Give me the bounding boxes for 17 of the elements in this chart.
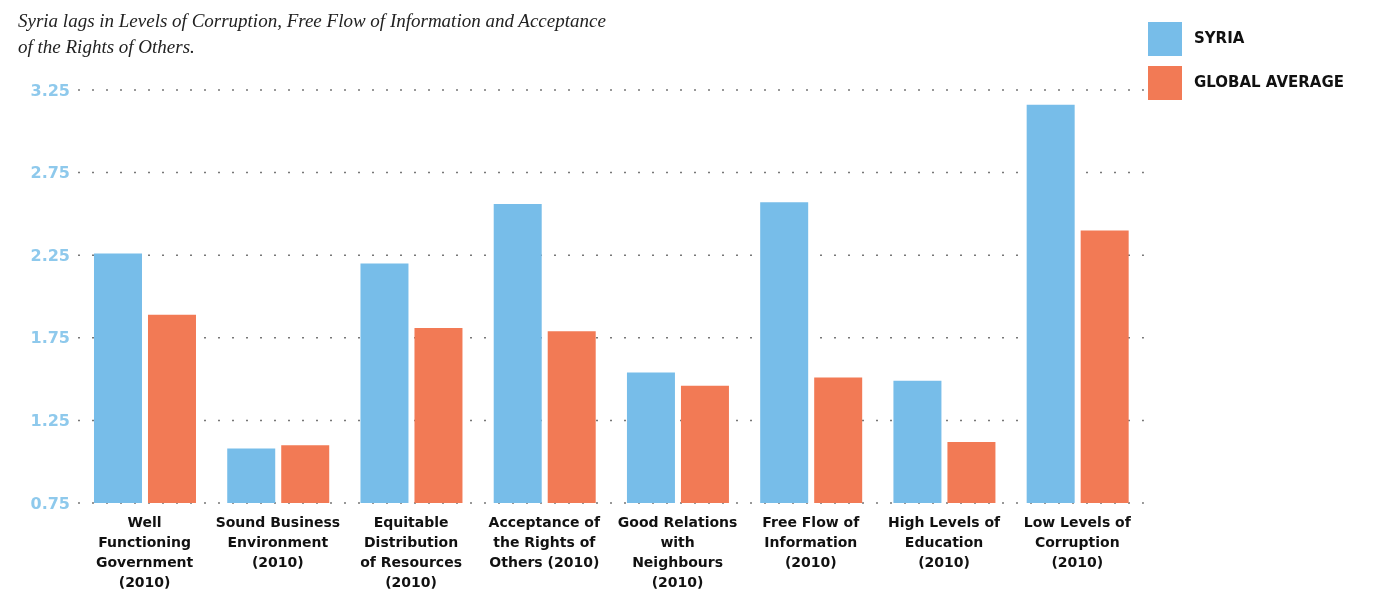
chart-title: Syria lags in Levels of Corruption, Free Flow of Information and Acceptance of the Rights of Others. <box>18 9 607 59</box>
y-tick-label: 1.75 <box>30 328 70 348</box>
legend-label: SYRIA <box>1193 29 1245 47</box>
x-tick-label: Acceptance of the Rights of Others (2010) <box>488 514 601 570</box>
x-tick-label: Equitable Distribution of Resources (2010) <box>360 514 463 590</box>
y-tick-label: 0.75 <box>30 493 70 513</box>
y-tick-label: 2.75 <box>30 163 70 183</box>
x-tick-label: High Levels of Education (2010) <box>887 514 1002 570</box>
x-tick-label: Sound Business Environment (2010) <box>215 514 341 570</box>
y-tick-label: 3.25 <box>30 80 70 100</box>
x-tick-label: Low Levels of Corruption (2010) <box>1023 514 1132 570</box>
x-tick-label: Good Relations with Neighbours (2010) <box>617 514 738 590</box>
x-tick-label: Free Flow of Information (2010) <box>762 514 861 570</box>
x-tick-label: Well Functioning Government (2010) <box>95 514 194 590</box>
legend-label: GLOBAL AVERAGE <box>1193 73 1344 91</box>
y-tick-label: 2.25 <box>30 245 70 265</box>
y-tick-label: 1.25 <box>30 411 70 431</box>
